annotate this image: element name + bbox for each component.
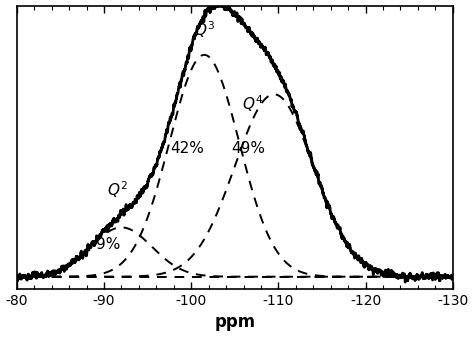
Text: 49%: 49%	[231, 141, 265, 156]
X-axis label: ppm: ppm	[214, 313, 255, 332]
Text: $Q^2$: $Q^2$	[107, 180, 128, 200]
Text: 42%: 42%	[170, 141, 204, 156]
Text: $Q^3$: $Q^3$	[194, 19, 215, 40]
Text: 9%: 9%	[96, 237, 120, 252]
Text: $Q^4$: $Q^4$	[242, 93, 263, 114]
